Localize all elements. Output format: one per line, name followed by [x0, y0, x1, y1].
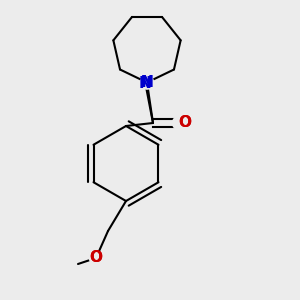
Text: O: O — [178, 116, 191, 130]
Text: N: N — [139, 76, 152, 92]
Circle shape — [140, 76, 154, 89]
Text: N: N — [141, 75, 153, 90]
Text: O: O — [89, 250, 103, 266]
Circle shape — [172, 116, 186, 130]
Circle shape — [89, 251, 103, 265]
Text: N: N — [141, 75, 153, 90]
Text: O: O — [178, 116, 191, 130]
Text: O: O — [89, 250, 103, 266]
